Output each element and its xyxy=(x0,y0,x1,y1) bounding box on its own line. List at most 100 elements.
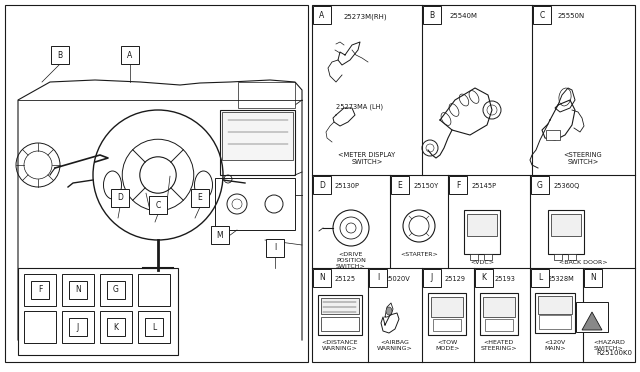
Bar xyxy=(539,315,571,329)
Bar xyxy=(584,269,602,287)
Bar xyxy=(576,302,608,332)
Bar xyxy=(433,319,461,331)
Text: D: D xyxy=(117,193,123,202)
Bar xyxy=(533,6,551,24)
Text: 25150Y: 25150Y xyxy=(414,183,439,189)
Text: F: F xyxy=(38,285,42,295)
Bar xyxy=(313,269,331,287)
Bar xyxy=(313,6,331,24)
Text: K: K xyxy=(481,273,486,282)
Text: <DRIVE
POSITION
SWITCH>: <DRIVE POSITION SWITCH> xyxy=(336,252,366,269)
Text: L: L xyxy=(152,323,156,331)
Bar xyxy=(318,295,362,335)
Bar xyxy=(222,112,293,160)
Text: <VDC>: <VDC> xyxy=(470,260,494,265)
Bar xyxy=(321,317,359,331)
Text: J: J xyxy=(431,273,433,282)
Bar xyxy=(464,210,500,254)
Text: <STEERING
SWITCH>: <STEERING SWITCH> xyxy=(564,152,602,165)
Bar xyxy=(107,318,125,336)
Bar xyxy=(220,110,295,175)
Bar xyxy=(423,6,441,24)
Text: N: N xyxy=(590,273,596,282)
Text: <HEATED
STEERING>: <HEATED STEERING> xyxy=(481,340,517,351)
Text: A: A xyxy=(319,10,324,19)
Bar xyxy=(24,274,56,306)
Bar xyxy=(535,293,575,333)
Bar xyxy=(100,311,132,343)
Text: <DISTANCE
WARNING>: <DISTANCE WARNING> xyxy=(322,340,358,351)
Text: E: E xyxy=(397,180,403,189)
Bar xyxy=(111,189,129,207)
Bar xyxy=(211,226,229,244)
Bar xyxy=(428,293,466,335)
Bar xyxy=(568,254,576,260)
Polygon shape xyxy=(582,312,602,330)
Bar xyxy=(546,130,560,140)
Bar xyxy=(191,189,209,207)
Text: N: N xyxy=(75,285,81,295)
Text: <METER DISPLAY
SWITCH>: <METER DISPLAY SWITCH> xyxy=(339,152,396,165)
Text: <120V
MAIN>: <120V MAIN> xyxy=(544,340,566,351)
Bar xyxy=(313,176,331,194)
Bar xyxy=(538,296,572,314)
Bar xyxy=(24,311,56,343)
Text: I: I xyxy=(377,273,379,282)
Bar xyxy=(100,274,132,306)
Text: M: M xyxy=(217,231,223,240)
Bar xyxy=(149,196,167,214)
Bar xyxy=(475,269,493,287)
Text: 25360Q: 25360Q xyxy=(554,183,580,189)
Text: 25125: 25125 xyxy=(335,276,356,282)
Bar xyxy=(321,298,359,314)
Bar xyxy=(470,254,478,260)
Text: 25273M(RH): 25273M(RH) xyxy=(344,13,388,19)
Bar xyxy=(107,281,125,299)
Text: 25129: 25129 xyxy=(445,276,466,282)
Text: <HAZARD
SWITCH>: <HAZARD SWITCH> xyxy=(593,340,625,351)
Bar xyxy=(145,318,163,336)
Text: B: B xyxy=(58,51,63,60)
Text: <AIRBAG
WARNING>: <AIRBAG WARNING> xyxy=(377,340,413,351)
Text: K: K xyxy=(113,323,118,331)
Text: I: I xyxy=(274,244,276,253)
Text: C: C xyxy=(156,201,161,209)
Bar xyxy=(238,82,295,108)
Text: A: A xyxy=(127,51,132,60)
Bar xyxy=(467,214,497,236)
Bar xyxy=(554,254,562,260)
Text: 25540M: 25540M xyxy=(450,13,478,19)
Bar xyxy=(312,5,635,362)
Bar xyxy=(62,311,94,343)
Bar xyxy=(69,281,87,299)
Text: R25100K0: R25100K0 xyxy=(596,350,632,356)
Bar xyxy=(485,319,513,331)
Text: 25193: 25193 xyxy=(495,276,516,282)
Bar xyxy=(483,297,515,317)
Bar xyxy=(531,176,549,194)
Bar xyxy=(5,5,308,362)
Bar xyxy=(431,297,463,317)
Text: N: N xyxy=(319,273,325,282)
Text: J: J xyxy=(77,323,79,331)
Text: <BACK DOOR>: <BACK DOOR> xyxy=(559,260,607,265)
Text: <TOW
MODE>: <TOW MODE> xyxy=(436,340,460,351)
Bar xyxy=(531,269,549,287)
Text: <STARTER>: <STARTER> xyxy=(400,252,438,257)
Bar xyxy=(69,318,87,336)
Bar xyxy=(423,269,441,287)
Bar xyxy=(369,269,387,287)
Bar xyxy=(548,210,584,254)
Ellipse shape xyxy=(386,307,392,315)
Text: 25273MA (LH): 25273MA (LH) xyxy=(336,103,383,109)
Bar xyxy=(551,214,581,236)
Bar xyxy=(484,254,492,260)
Bar xyxy=(266,239,284,257)
Bar xyxy=(31,281,49,299)
Text: E: E xyxy=(198,193,202,202)
Text: G: G xyxy=(537,180,543,189)
Bar xyxy=(121,46,139,64)
Text: L: L xyxy=(538,273,542,282)
Bar xyxy=(138,274,170,306)
Text: G: G xyxy=(113,285,119,295)
